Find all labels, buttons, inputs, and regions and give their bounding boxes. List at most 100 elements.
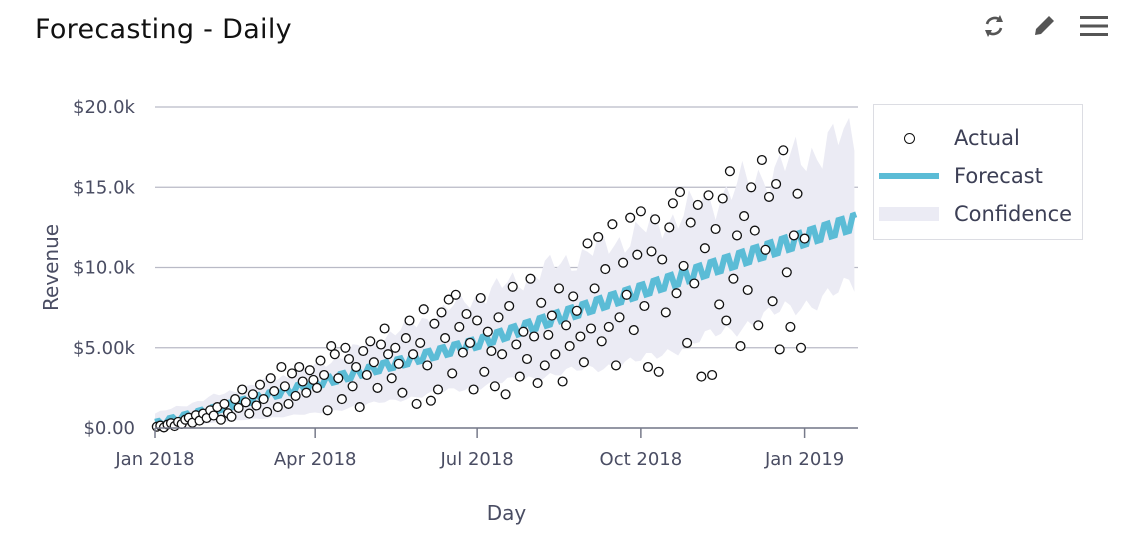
legend-item-actual[interactable]: Actual xyxy=(874,123,1020,153)
actual-point xyxy=(742,284,753,296)
actual-point xyxy=(304,365,315,376)
chart-legend: Actual Forecast Confidence xyxy=(873,104,1083,240)
actual-point xyxy=(792,188,803,199)
actual-point xyxy=(671,288,682,299)
actual-point xyxy=(258,394,269,405)
actual-point xyxy=(240,397,251,408)
actual-point xyxy=(279,381,290,392)
actual-point xyxy=(536,297,547,308)
actual-point xyxy=(375,339,387,350)
actual-point xyxy=(429,318,440,329)
actual-point xyxy=(468,384,479,395)
actual-point xyxy=(564,341,575,352)
actual-point xyxy=(397,387,408,398)
actual-point xyxy=(607,219,618,230)
actual-point xyxy=(618,257,629,268)
actual-point xyxy=(767,296,778,307)
actual-point xyxy=(518,326,529,337)
actual-point xyxy=(667,198,678,209)
actual-point xyxy=(539,360,550,371)
actual-point xyxy=(265,373,276,384)
actual-point xyxy=(272,402,283,413)
menu-icon xyxy=(1080,16,1108,36)
actual-point xyxy=(486,345,497,357)
actual-point xyxy=(347,381,358,392)
actual-point xyxy=(735,341,746,352)
y-tick-label: $10.0k xyxy=(73,258,136,279)
x-tick-label: Apr 2018 xyxy=(274,449,357,470)
actual-point xyxy=(610,360,622,371)
actual-point xyxy=(550,349,561,360)
actual-points xyxy=(151,145,810,433)
legend-label: Forecast xyxy=(954,164,1043,188)
actual-point xyxy=(546,310,557,321)
actual-point xyxy=(233,402,244,413)
actual-point xyxy=(283,398,294,409)
actual-point xyxy=(400,333,411,344)
actual-point xyxy=(489,381,500,392)
actual-point xyxy=(557,376,568,387)
actual-point xyxy=(685,217,696,228)
legend-label: Actual xyxy=(954,126,1020,150)
actual-point xyxy=(660,307,671,318)
actual-point xyxy=(778,145,789,156)
y-tick-label: $15.0k xyxy=(73,177,136,198)
edit-button[interactable] xyxy=(1028,10,1060,42)
y-tick-label: $0.00 xyxy=(83,418,135,439)
actual-point xyxy=(262,406,273,417)
actual-point xyxy=(703,190,714,201)
actual-point xyxy=(529,331,540,342)
actual-point xyxy=(497,349,508,360)
actual-point xyxy=(749,225,760,236)
actual-point xyxy=(600,264,611,275)
legend-item-confidence[interactable]: Confidence xyxy=(874,199,1072,229)
actual-point xyxy=(521,353,533,365)
actual-point xyxy=(254,379,266,390)
actual-point xyxy=(589,283,600,294)
actual-point xyxy=(532,378,543,389)
actual-point xyxy=(500,389,511,400)
refresh-button[interactable] xyxy=(978,10,1010,42)
actual-point xyxy=(511,339,522,350)
actual-point xyxy=(418,304,429,315)
actual-point xyxy=(269,386,280,397)
actual-point xyxy=(336,394,347,405)
actual-point xyxy=(443,294,454,305)
actual-point xyxy=(308,374,319,385)
actual-point xyxy=(379,323,390,334)
actual-point xyxy=(568,291,579,302)
actual-point xyxy=(286,368,298,379)
actual-point xyxy=(799,233,810,244)
y-axis-title: Revenue xyxy=(39,224,63,311)
actual-point xyxy=(493,312,504,323)
actual-point xyxy=(290,390,301,401)
actual-point xyxy=(390,342,401,353)
actual-point xyxy=(621,289,632,300)
actual-point xyxy=(689,278,700,289)
actual-point xyxy=(326,341,337,352)
actual-point xyxy=(408,349,419,360)
actual-point xyxy=(756,154,767,166)
actual-point xyxy=(625,212,636,223)
actual-marker-icon xyxy=(874,123,944,153)
actual-point xyxy=(642,361,654,373)
actual-point xyxy=(781,267,792,278)
actual-point xyxy=(696,371,707,382)
actual-point xyxy=(479,366,490,377)
actual-point xyxy=(603,321,614,332)
actual-point xyxy=(247,389,258,400)
axes: $0.00 $5.00k $10.0k $15.0k $20.0k Jan 2018 Apr… xyxy=(73,97,858,470)
actual-point xyxy=(276,361,287,373)
legend-item-forecast[interactable]: Forecast xyxy=(874,161,1043,191)
actual-point xyxy=(436,307,447,318)
actual-point xyxy=(230,394,241,405)
actual-point xyxy=(386,373,397,384)
edit-icon xyxy=(1035,16,1054,35)
x-tick-label: Jan 2018 xyxy=(114,449,194,470)
actual-point xyxy=(383,349,394,360)
menu-button[interactable] xyxy=(1078,10,1110,42)
actual-point xyxy=(514,371,525,382)
actual-point xyxy=(251,400,262,411)
actual-point xyxy=(425,395,436,406)
